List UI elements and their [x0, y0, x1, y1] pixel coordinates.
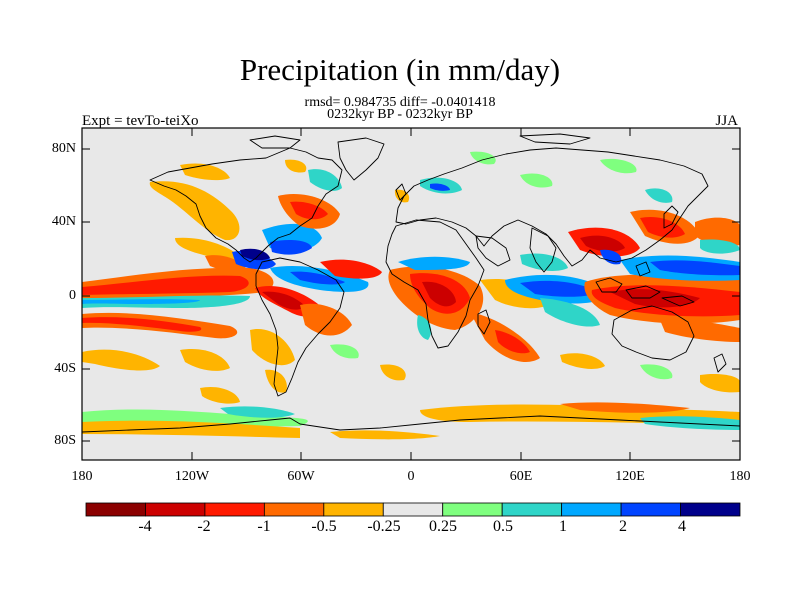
colorbar-label: 2	[619, 518, 627, 535]
stats-line: rmsd= 0.984735 diff= -0.0401418	[304, 95, 496, 110]
colorbar-box	[85, 502, 146, 517]
lon-tick-label: 0	[407, 469, 415, 484]
colorbar-label: -4	[138, 518, 152, 535]
colorbar-box	[442, 502, 503, 517]
colorbar-label: 0.25	[429, 518, 457, 535]
lon-tick-label: 120W	[174, 469, 210, 484]
lat-tick-label: 0	[69, 288, 76, 303]
colorbar-box	[382, 502, 444, 517]
colorbar-box	[680, 502, 741, 517]
coastlines	[82, 133, 740, 433]
colorbar-box	[561, 502, 622, 517]
colorbar-label: -0.25	[367, 518, 401, 535]
lon-tick-label: 60E	[509, 469, 533, 484]
colorbar	[85, 502, 741, 517]
season-label: JJA	[715, 113, 738, 129]
colorbar-box	[145, 502, 206, 517]
experiment-label: Expt = tevTo-teiXo	[82, 113, 199, 129]
tick-marks	[81, 128, 741, 460]
colorbar-label: -0.5	[311, 518, 337, 535]
colorbar-label: 1	[559, 518, 567, 535]
map-field	[82, 128, 740, 460]
lat-tick-label: 80S	[54, 433, 76, 448]
colorbar-box	[501, 502, 563, 517]
colorbar-label: 0.5	[493, 518, 513, 535]
colorbar-box	[263, 502, 325, 517]
colorbar-label: -1	[257, 518, 271, 535]
map-title: Precipitation (in mm/day)	[239, 52, 561, 87]
lon-tick-label: 120E	[615, 469, 645, 484]
lon-tick-label: 180	[729, 469, 751, 484]
colorbar-box	[323, 502, 384, 517]
colorbar-label: 4	[678, 518, 686, 535]
lat-tick-label: 40S	[54, 361, 76, 376]
lat-tick-label: 40N	[51, 214, 76, 229]
anomaly-patches	[82, 151, 740, 440]
lat-tick-label: 80N	[51, 141, 76, 156]
lon-tick-label: 180	[71, 469, 93, 484]
colorbar-box	[204, 502, 265, 517]
colorbar-label: -2	[197, 518, 211, 535]
period-line: 0232kyr BP - 0232kyr BP	[327, 107, 473, 122]
colorbar-box	[620, 502, 681, 517]
lon-tick-label: 60W	[287, 469, 315, 484]
